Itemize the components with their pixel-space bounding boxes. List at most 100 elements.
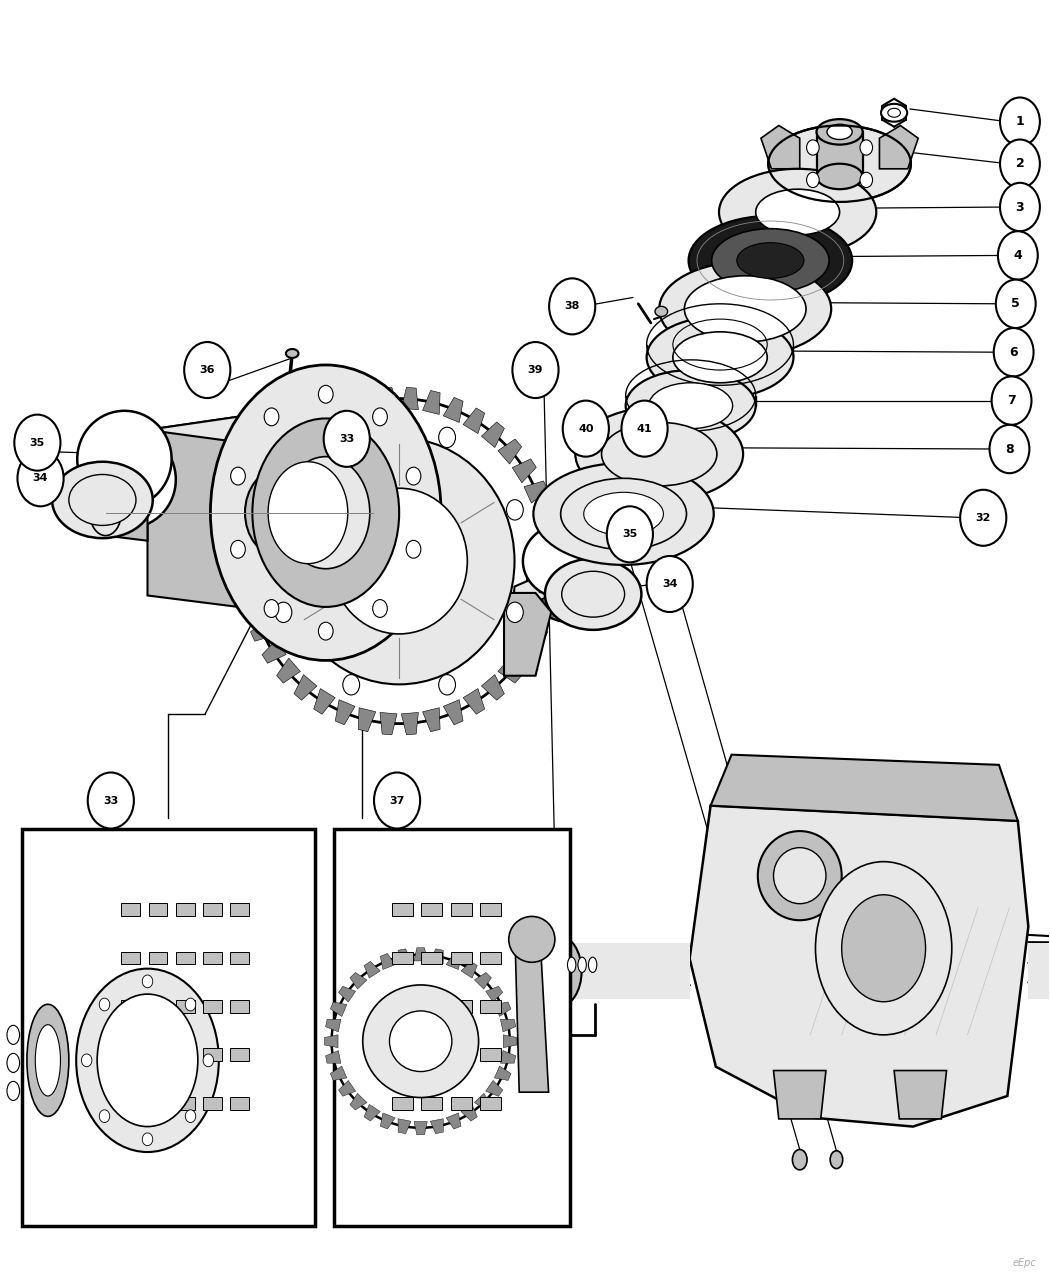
- Polygon shape: [338, 986, 356, 1002]
- Circle shape: [1000, 139, 1040, 187]
- Bar: [122, 1096, 140, 1109]
- Polygon shape: [294, 422, 317, 448]
- Circle shape: [231, 541, 246, 558]
- Polygon shape: [251, 481, 274, 504]
- Text: 41: 41: [636, 423, 652, 434]
- Bar: [203, 903, 222, 915]
- Ellipse shape: [7, 1081, 20, 1100]
- Text: 32: 32: [975, 513, 991, 523]
- Ellipse shape: [36, 1025, 61, 1096]
- Text: 35: 35: [29, 437, 45, 448]
- Circle shape: [406, 467, 421, 484]
- Polygon shape: [335, 398, 355, 422]
- Circle shape: [960, 490, 1006, 546]
- Circle shape: [1000, 182, 1040, 231]
- Text: 34: 34: [33, 473, 48, 483]
- Bar: [421, 1096, 442, 1109]
- Polygon shape: [147, 411, 278, 612]
- Ellipse shape: [712, 228, 830, 292]
- Polygon shape: [350, 973, 366, 989]
- Ellipse shape: [245, 469, 312, 556]
- Circle shape: [275, 602, 292, 622]
- Circle shape: [343, 427, 359, 448]
- Bar: [450, 951, 471, 964]
- Circle shape: [374, 773, 420, 829]
- Ellipse shape: [842, 895, 925, 1002]
- Circle shape: [18, 450, 64, 506]
- Polygon shape: [533, 505, 556, 525]
- Text: 8: 8: [1005, 442, 1013, 455]
- Text: 33: 33: [339, 434, 354, 444]
- Circle shape: [142, 1133, 152, 1146]
- Ellipse shape: [286, 349, 298, 358]
- Circle shape: [998, 231, 1037, 279]
- Bar: [334, 829, 570, 1225]
- Ellipse shape: [816, 862, 951, 1035]
- Circle shape: [100, 1109, 110, 1122]
- Circle shape: [549, 278, 595, 334]
- Polygon shape: [443, 700, 463, 724]
- Polygon shape: [512, 640, 537, 663]
- Polygon shape: [401, 388, 418, 409]
- Polygon shape: [251, 620, 274, 641]
- Polygon shape: [542, 552, 562, 570]
- Bar: [122, 951, 140, 964]
- Ellipse shape: [659, 261, 832, 356]
- Ellipse shape: [362, 986, 479, 1098]
- Bar: [230, 903, 249, 915]
- Text: 2: 2: [1015, 157, 1025, 171]
- Bar: [148, 951, 167, 964]
- Circle shape: [185, 1109, 195, 1122]
- Bar: [392, 1000, 413, 1012]
- Circle shape: [622, 400, 668, 456]
- Bar: [148, 1096, 167, 1109]
- Ellipse shape: [649, 382, 733, 428]
- Bar: [175, 1096, 194, 1109]
- Polygon shape: [463, 408, 485, 434]
- Polygon shape: [539, 575, 561, 593]
- Polygon shape: [461, 961, 478, 978]
- Bar: [480, 1000, 501, 1012]
- Ellipse shape: [562, 571, 625, 617]
- Polygon shape: [324, 1035, 338, 1048]
- Bar: [230, 1000, 249, 1012]
- Ellipse shape: [82, 431, 175, 528]
- Polygon shape: [463, 688, 485, 714]
- Polygon shape: [380, 954, 395, 969]
- Bar: [203, 1048, 222, 1061]
- Circle shape: [439, 674, 456, 695]
- Ellipse shape: [27, 1005, 69, 1117]
- Bar: [450, 1048, 471, 1061]
- Polygon shape: [262, 459, 286, 483]
- Polygon shape: [461, 1104, 478, 1121]
- Ellipse shape: [98, 994, 197, 1127]
- Polygon shape: [338, 1080, 356, 1096]
- Polygon shape: [533, 597, 556, 617]
- Polygon shape: [380, 388, 397, 409]
- Circle shape: [265, 408, 279, 426]
- Circle shape: [806, 172, 819, 187]
- Circle shape: [100, 998, 110, 1011]
- Polygon shape: [314, 408, 335, 434]
- Text: eEpc: eEpc: [1013, 1258, 1036, 1267]
- Polygon shape: [895, 1071, 946, 1119]
- Polygon shape: [501, 1051, 516, 1063]
- Text: 36: 36: [200, 365, 215, 375]
- Circle shape: [860, 172, 873, 187]
- Bar: [122, 1048, 140, 1061]
- Bar: [175, 1048, 194, 1061]
- Ellipse shape: [90, 490, 122, 536]
- Polygon shape: [414, 947, 427, 961]
- Polygon shape: [422, 708, 440, 732]
- Circle shape: [993, 328, 1033, 376]
- Circle shape: [265, 599, 279, 617]
- Polygon shape: [482, 422, 504, 448]
- Polygon shape: [495, 1002, 511, 1016]
- Polygon shape: [486, 1080, 503, 1096]
- Polygon shape: [335, 700, 355, 724]
- Polygon shape: [398, 949, 411, 964]
- Polygon shape: [380, 713, 397, 734]
- Polygon shape: [237, 529, 259, 547]
- Polygon shape: [147, 411, 373, 442]
- Bar: [122, 1000, 140, 1012]
